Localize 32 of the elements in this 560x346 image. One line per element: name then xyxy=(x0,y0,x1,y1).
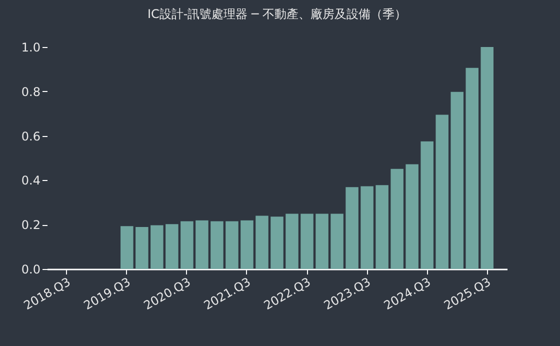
y-tick-label: 0.0 xyxy=(21,262,40,276)
bar xyxy=(346,187,358,269)
bar xyxy=(256,216,268,269)
bar xyxy=(270,216,284,269)
bar xyxy=(166,224,178,269)
bar xyxy=(286,214,298,269)
bar xyxy=(420,141,434,269)
bar xyxy=(480,47,494,269)
bar xyxy=(210,221,224,269)
y-tick-label: 0.2 xyxy=(21,218,40,232)
bar xyxy=(360,186,374,269)
bar xyxy=(136,227,148,269)
bar xyxy=(226,221,238,269)
bar xyxy=(240,220,254,269)
y-tick-label: 0.4 xyxy=(21,174,40,188)
bar xyxy=(180,221,194,269)
bar xyxy=(330,214,344,269)
bar xyxy=(376,185,388,269)
bar xyxy=(466,68,478,269)
bar xyxy=(196,220,208,269)
bar xyxy=(450,92,464,269)
chart-title: IC設計-訊號處理器 ─ 不動產、廠房及設備（季） xyxy=(147,7,407,21)
y-tick-label: 0.6 xyxy=(21,129,40,144)
bar xyxy=(150,225,164,269)
y-tick-label: 1.0 xyxy=(21,40,40,54)
bar xyxy=(390,168,404,269)
bar xyxy=(316,214,328,269)
bar xyxy=(120,226,134,269)
bar xyxy=(406,164,418,269)
y-tick-label: 0.8 xyxy=(21,84,40,99)
bar xyxy=(436,114,448,269)
bar xyxy=(300,214,314,269)
